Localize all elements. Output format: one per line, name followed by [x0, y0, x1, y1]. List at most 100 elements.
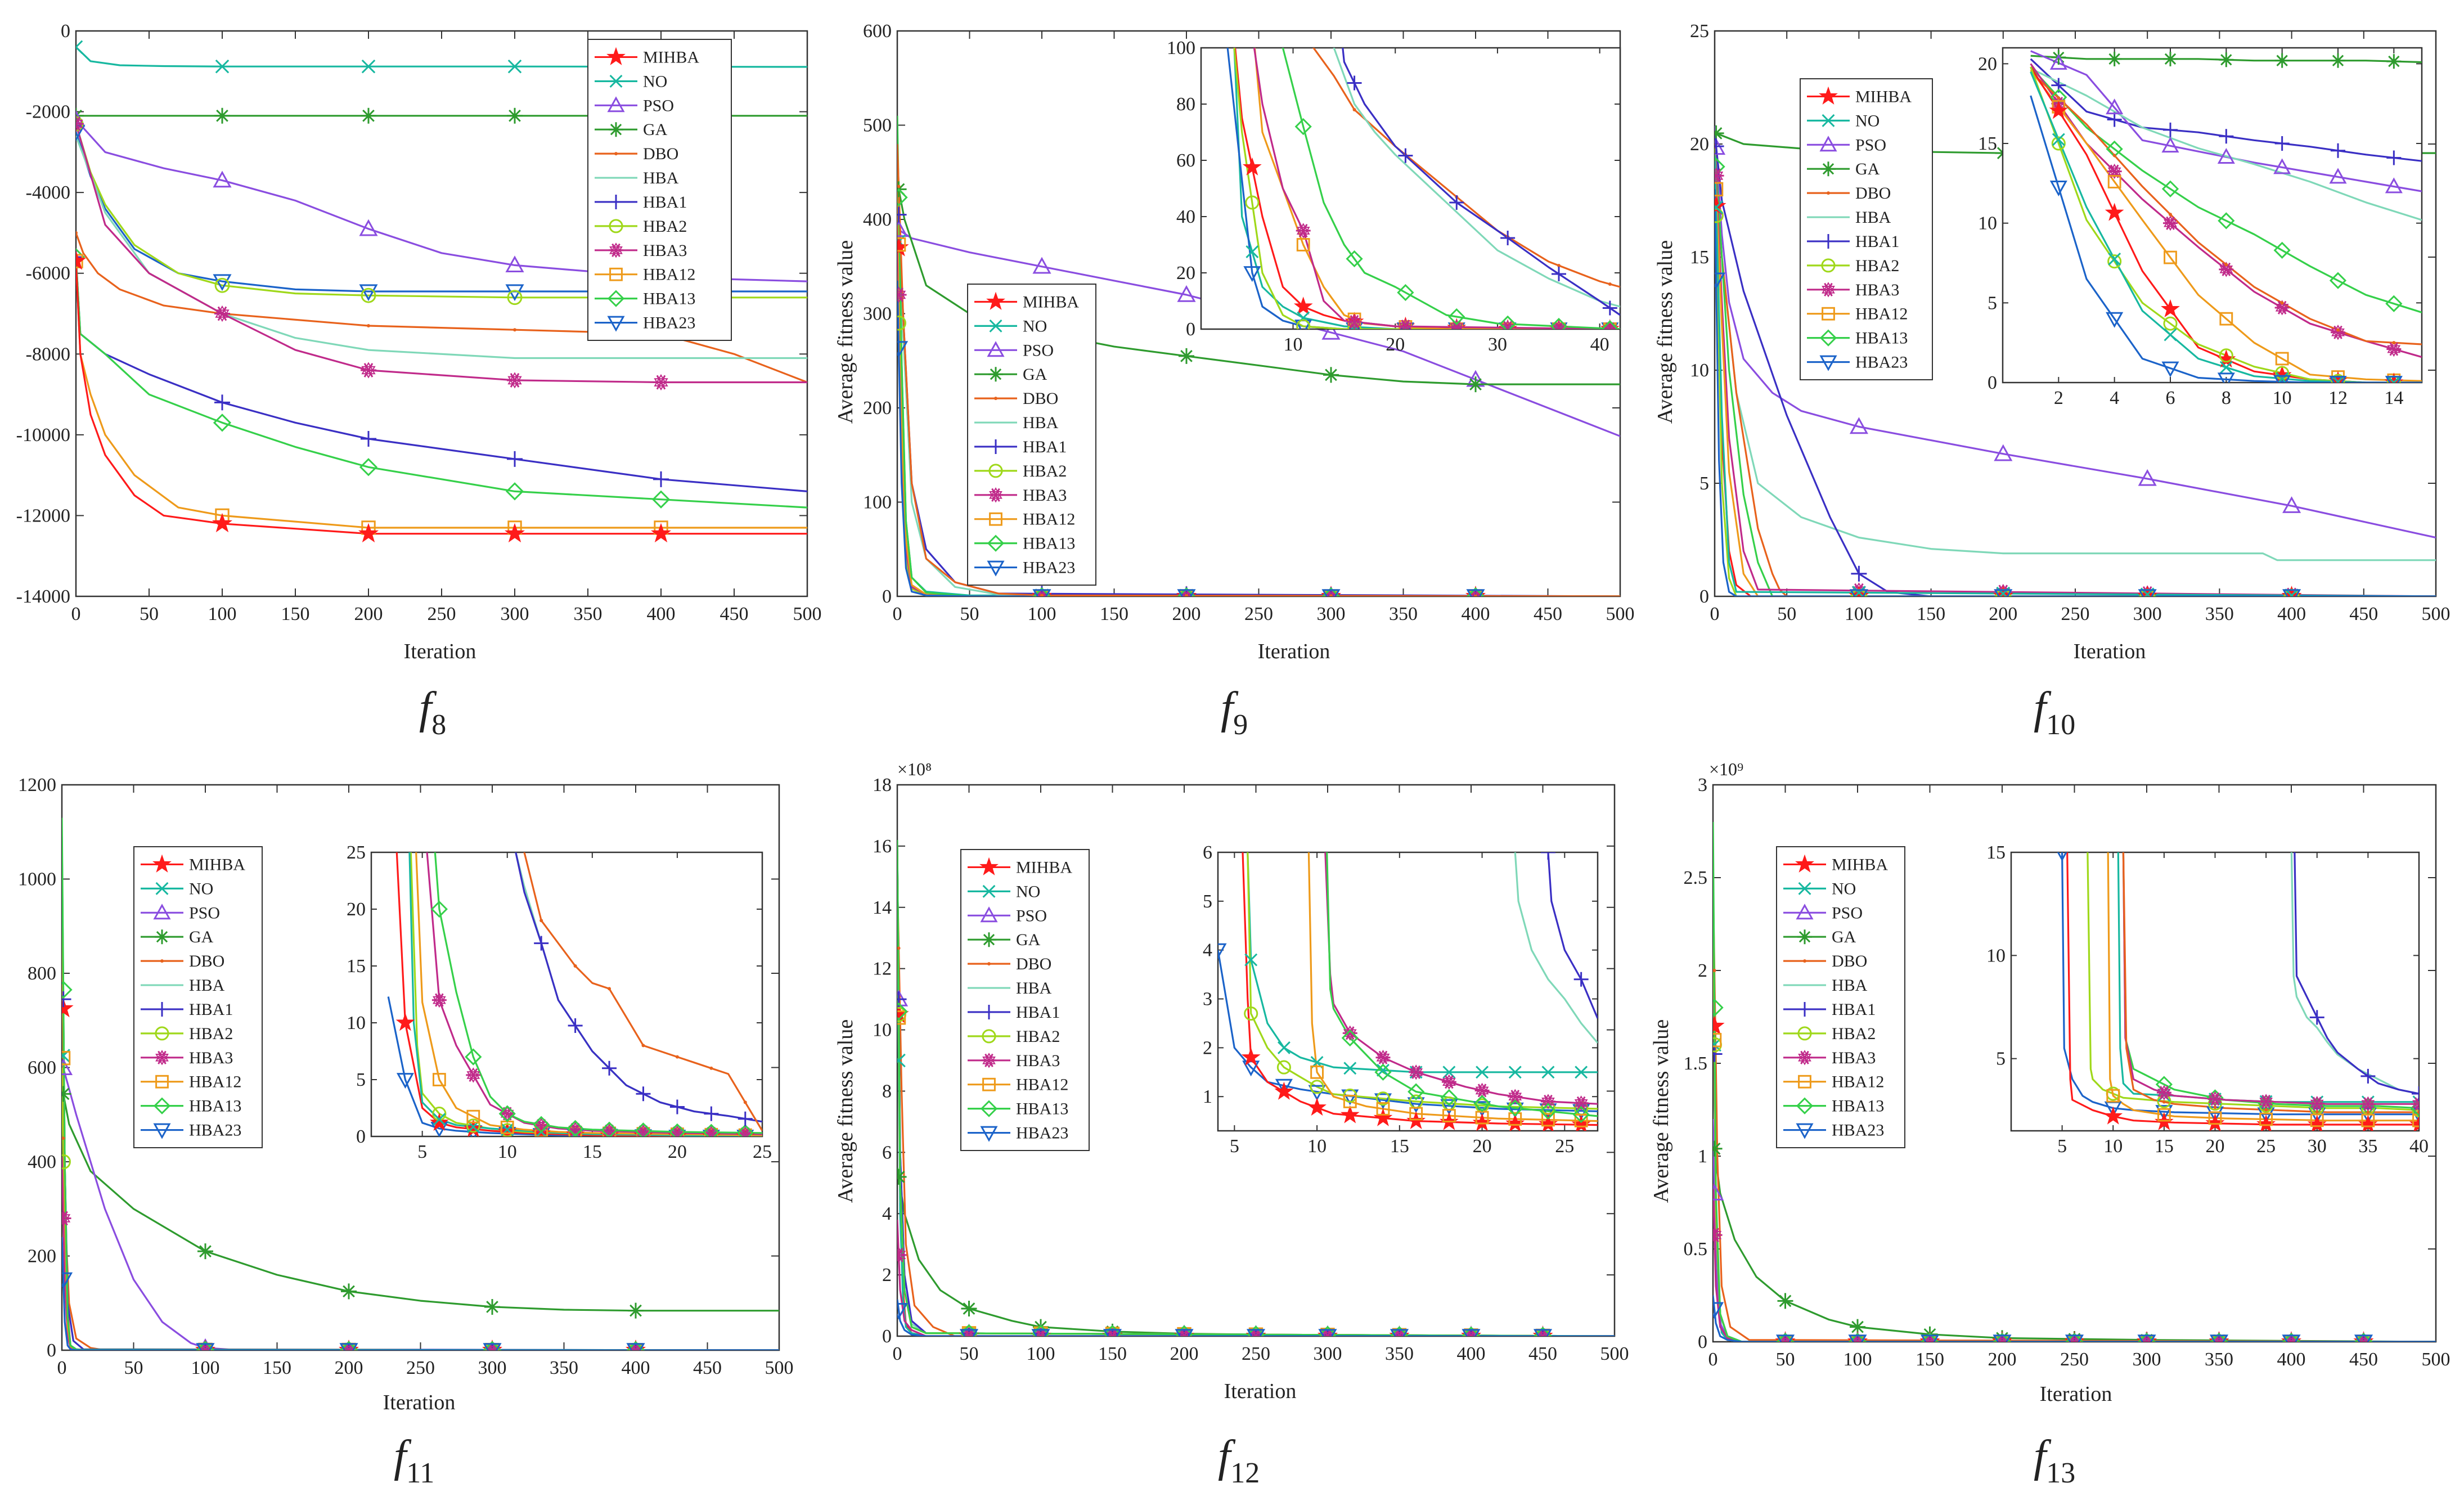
marker-no — [1715, 200, 1723, 214]
legend-marker-hba12 — [1822, 307, 1835, 321]
marker-hba13 — [2385, 295, 2403, 312]
marker-hba12 — [466, 1109, 480, 1124]
legend-label-hba23: HBA23 — [1832, 1121, 1884, 1140]
x-tick-label: 20 — [1386, 334, 1405, 355]
marker-hba13 — [1448, 308, 1465, 326]
x-tick-label: 400 — [622, 1358, 650, 1378]
series-line-hba23 — [1715, 189, 2436, 596]
marker-hba23 — [1218, 943, 1227, 959]
marker-hba23 — [1031, 1329, 1050, 1336]
legend-marker-hba1 — [1821, 233, 1836, 249]
legend-label-pso: PSO — [643, 96, 674, 115]
marker-no — [2387, 376, 2400, 383]
marker-hba13 — [213, 414, 232, 432]
marker-pso — [505, 255, 524, 273]
main-plot: 0 50 100 150 200 250 300 350 400 450 5000200400600… — [18, 775, 794, 1378]
marker-hba23 — [2161, 361, 2179, 378]
marker-hba13 — [1539, 1103, 1557, 1120]
x-tick-label: 25 — [753, 1142, 772, 1162]
legend-marker-hba12 — [609, 267, 623, 281]
marker-ga — [1179, 348, 1194, 364]
y-tick-label: -6000 — [26, 263, 70, 284]
marker-hba1 — [602, 1060, 617, 1076]
legend: MIHBA NO PSO GA DBO HBA HBA1 HBA2 HBA3 HBA12 HBA13… — [967, 284, 1096, 586]
marker-hba1 — [897, 206, 907, 223]
marker-dbo — [2264, 1108, 2268, 1112]
marker-hba13 — [1294, 118, 1312, 136]
panel-f10: 0 50 100 150 200 250 300 350 400 450 5000510152025… — [1653, 21, 2450, 741]
marker-hba23 — [1462, 1329, 1481, 1336]
legend: MIHBA NO PSO GA DBO HBA HBA1 HBA2 HBA3 HBA12 HBA13… — [133, 846, 263, 1148]
marker-mihba — [504, 523, 525, 543]
inset-plot: 10 20 30 40 0 20 40 60 80 100 — [1167, 38, 1621, 355]
legend-label-hba13: HBA13 — [1832, 1097, 1884, 1116]
marker-hba23 — [396, 1073, 414, 1089]
main-plot: 0 50 100 150 200 250 300 350 400 450 5000510152025… — [1690, 21, 2450, 624]
marker-hba23 — [1993, 1334, 2012, 1342]
marker-hba3 — [2219, 262, 2234, 276]
marker-hba23 — [483, 1343, 502, 1350]
marker-hba13 — [600, 1121, 618, 1136]
series-line-hba — [1333, 48, 1620, 308]
marker-hba12 — [2412, 1113, 2419, 1127]
x-tick-label: 40 — [1590, 334, 1609, 355]
marker-hba12 — [2275, 352, 2289, 366]
y-tick-label: 10 — [1690, 360, 1709, 381]
x-tick-label: 25 — [2256, 1136, 2276, 1157]
legend-label-ga: GA — [1023, 365, 1047, 384]
legend-marker-dbo — [994, 397, 997, 401]
x-tick-label: 450 — [1534, 604, 1562, 624]
legend-label-hba3: HBA3 — [1832, 1049, 1876, 1067]
marker-ga — [628, 1302, 644, 1319]
marker-hba12 — [897, 1010, 906, 1025]
series-line-no — [1715, 155, 2436, 596]
marker-ga — [2331, 53, 2345, 68]
marker-hba13 — [897, 188, 908, 207]
x-tick-label: 450 — [1528, 1343, 1557, 1364]
marker-hba2 — [2331, 374, 2345, 383]
marker-mihba — [1715, 195, 1726, 215]
marker-hba1 — [2283, 1334, 2299, 1342]
marker-hba1 — [1398, 148, 1413, 163]
series-markers — [62, 981, 646, 1350]
series-line-no — [1233, 48, 1620, 329]
legend-label-hba13: HBA13 — [189, 1097, 241, 1116]
x-tick-label: 50 — [1776, 1349, 1795, 1370]
y-tick-label: 20 — [347, 899, 366, 920]
marker-hba3 — [1104, 1329, 1121, 1336]
marker-hba13 — [1390, 1326, 1409, 1336]
legend-marker-hba2 — [155, 1026, 169, 1041]
marker-hba2 — [1296, 319, 1311, 329]
x-tick-label: 450 — [693, 1358, 722, 1378]
marker-pso — [2282, 496, 2301, 513]
marker-dbo — [2366, 1111, 2370, 1114]
marker-pso — [2217, 147, 2235, 164]
panel-f9: 0 50 100 150 200 250 300 350 400 450 5000100200300… — [834, 21, 1635, 741]
x-tick-label: 12 — [2328, 388, 2348, 408]
y-tick-label: 1200 — [18, 775, 56, 796]
y-tick-label: 15 — [1978, 133, 1997, 154]
marker-hba13 — [1247, 1325, 1265, 1336]
series-line-dbo — [1715, 155, 2436, 596]
marker-mihba — [395, 1013, 415, 1031]
legend-marker-no — [1822, 114, 1835, 127]
marker-hba1 — [1540, 852, 1555, 860]
marker-hba23 — [1103, 1329, 1122, 1336]
marker-pso — [1713, 1183, 1724, 1201]
marker-hba3 — [2331, 325, 2345, 339]
marker-hba13 — [2329, 272, 2347, 289]
marker-hba1 — [1573, 972, 1589, 987]
inset-plot: 5 10 15 20 25 0 5 10 15 20 25 — [347, 842, 772, 1162]
marker-hba23 — [2282, 589, 2301, 596]
legend-marker-ga — [982, 932, 996, 947]
marker-hba23 — [1849, 589, 1868, 596]
inset-plot: 5 10 15 20 25 30 35 40 5 10 15 — [1986, 842, 2429, 1157]
legend-label-mihba: MIHBA — [189, 855, 245, 874]
marker-hba23 — [196, 1343, 215, 1350]
marker-hba12 — [2361, 1113, 2375, 1127]
panel-f11: 0 50 100 150 200 250 300 350 400 450 5000200400600… — [18, 775, 794, 1489]
marker-hba12 — [2208, 1111, 2222, 1125]
marker-hba1 — [1347, 75, 1362, 91]
y-tick-label: 1.5 — [1684, 1053, 1708, 1074]
series-line-hba2 — [76, 123, 807, 299]
